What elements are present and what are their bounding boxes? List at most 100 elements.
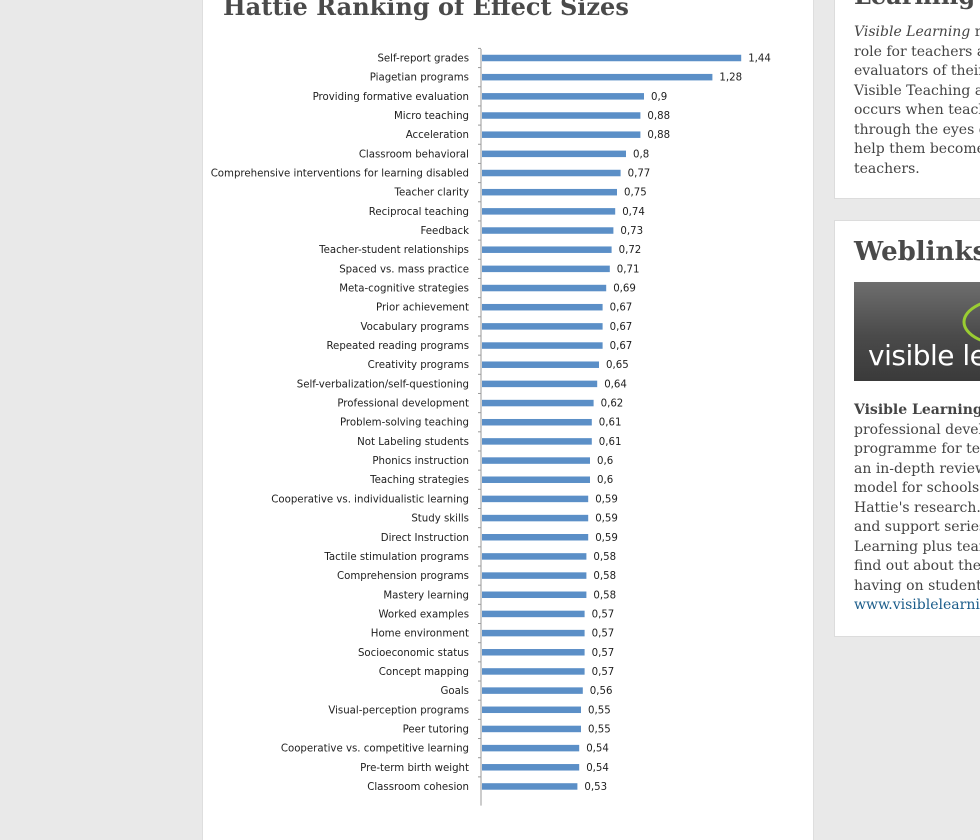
value-label: 0,9 [651,92,667,103]
category-label: Home environment [371,629,469,640]
text-strong: Visible Learning p [854,402,980,418]
category-label: Meta-cognitive strategies [339,284,469,295]
value-label: 0,6 [597,456,613,467]
text-line: Learning plus team [854,538,980,555]
eye-logo-icon [962,302,980,342]
value-label: 0,73 [620,226,643,237]
text-line: Visible Teaching ar [854,82,980,99]
category-label: Study skills [411,514,469,525]
value-label: 0,57 [592,648,615,659]
box-heading: Learning [854,0,975,10]
bar [482,553,587,560]
text-line: Visible Learning me [854,23,980,43]
value-label: 0,67 [610,322,633,333]
effect-size-chart: Self-report grades 1,44 Piagetian programs… [211,47,771,806]
category-label: Phonics instruction [372,456,469,467]
bar [482,131,641,138]
bar [482,323,603,330]
value-label: 0,55 [588,705,611,716]
text-fragment: me [970,24,980,40]
category-label: Classroom cohesion [367,782,469,793]
visible-learning-link[interactable]: www.visiblelearnin [854,597,980,613]
category-label: Providing formative evaluation [313,92,469,103]
bar [482,764,580,771]
category-label: Worked examples [378,609,469,620]
value-label: 0,62 [601,399,624,410]
value-label: 0,75 [624,188,647,199]
page-title: Hattie Ranking of Effect Sizes [223,0,629,21]
category-label: Professional development [337,399,469,410]
category-label: Acceleration [406,130,469,141]
bar [482,208,616,215]
category-label: Teacher-student relationships [318,245,469,256]
value-label: 0,59 [595,494,618,505]
bar [482,610,585,618]
value-label: 1,28 [719,73,742,84]
category-label: Cooperative vs. individualistic learning [271,494,469,505]
category-label: Creativity programs [368,360,469,371]
text-line: through the eyes of [854,121,980,138]
bar [482,534,589,541]
bar [482,303,603,311]
bar [482,73,713,81]
bar [482,476,590,483]
bar [482,591,587,599]
value-label: 0,64 [604,379,627,390]
category-label: Concept mapping [379,667,469,678]
bar [482,54,742,62]
category-label: Pre-term birth weight [360,763,469,774]
category-label: Self-verbalization/self-questioning [297,379,469,390]
category-label: Not Labeling students [357,437,469,448]
category-label: Tactile stimulation programs [323,552,469,563]
category-label: Mastery learning [383,590,469,601]
value-label: 0,88 [647,111,670,122]
category-label: Comprehensive interventions for learning… [211,169,469,180]
bar [482,246,612,253]
value-label: 0,61 [599,437,622,448]
bar [482,783,578,790]
weblinks-text: Visible Learning p professional develo p… [854,401,980,616]
category-label: Socioeconomic status [358,648,469,659]
text-line: Hattie's research. W [854,499,980,516]
value-label: 0,58 [593,552,616,563]
bar [482,227,614,234]
text-line: programme for tea [854,441,980,457]
bar [482,572,587,579]
bar [482,514,589,522]
value-label: 0,58 [593,590,616,601]
value-label: 0,58 [593,571,616,582]
visible-learning-text: Visible Learning me role for teachers as… [854,23,980,179]
category-label: Spaced vs. mass practice [339,264,469,275]
value-label: 0,57 [592,629,615,640]
text-line: teachers. [854,160,920,177]
bar [482,188,617,196]
category-label: Direct Instruction [381,533,469,544]
visible-learning-banner[interactable]: visible lea [854,282,980,381]
value-label: 0,88 [647,130,670,141]
category-label: Feedback [420,226,469,237]
category-label: Teaching strategies [369,475,469,486]
bar [482,169,621,177]
main-content: Hattie Ranking of Effect Sizes Self-repo… [202,0,814,840]
category-label: Classroom behavioral [359,149,469,160]
weblinks-heading: Weblinks [854,237,980,267]
bar [482,495,589,503]
category-label: Visual-perception programs [328,705,469,716]
bar [482,457,590,464]
bar [482,725,581,733]
value-label: 0,71 [617,264,640,275]
category-label: Cooperative vs. competitive learning [281,744,469,755]
category-label: Reciprocal teaching [369,207,469,218]
category-label: Micro teaching [394,111,469,122]
value-label: 0,6 [597,475,613,486]
value-label: 0,54 [586,763,609,774]
value-label: 0,55 [588,724,611,735]
text-line: help them become t [854,141,980,157]
bar [482,706,581,714]
value-label: 0,53 [584,782,607,793]
text-emphasis: Visible Learning [854,24,971,40]
value-label: 0,61 [599,418,622,429]
value-label: 0,69 [613,284,636,295]
value-label: 0,8 [633,149,649,160]
bar [482,93,644,100]
